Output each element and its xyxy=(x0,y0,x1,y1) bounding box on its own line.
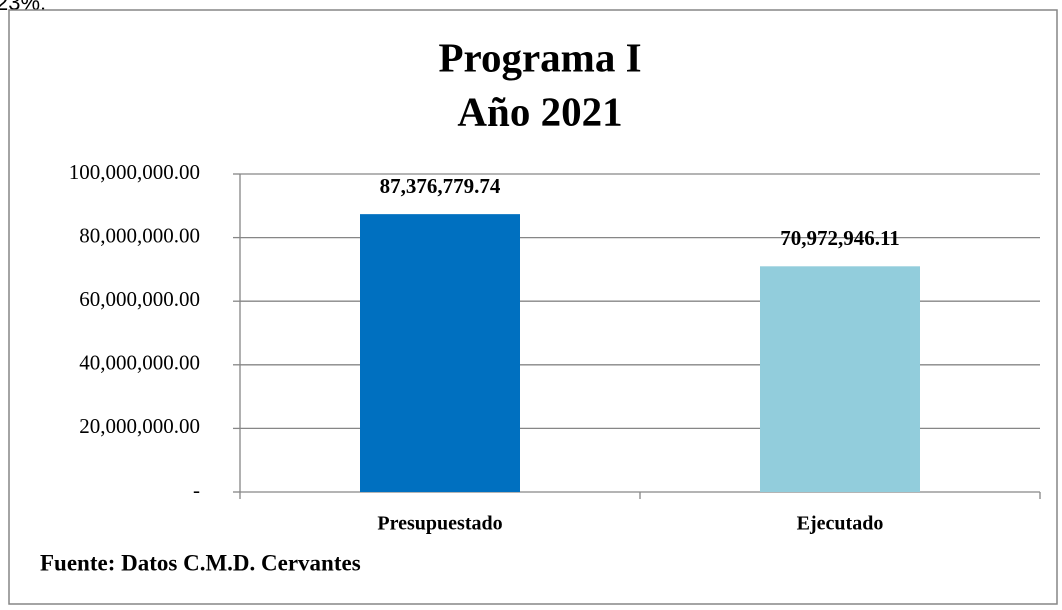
y-tick-label: 20,000,000.00 xyxy=(79,414,200,438)
x-tick-label: Ejecutado xyxy=(797,513,884,535)
y-tick-label: - xyxy=(193,478,200,502)
bar xyxy=(760,266,920,492)
source-note: Fuente: Datos C.M.D. Cervantes xyxy=(40,550,361,575)
chart-title: Programa I xyxy=(438,34,641,80)
y-tick-label: 40,000,000.00 xyxy=(79,351,200,375)
x-tick-label: Presupuestado xyxy=(377,513,502,535)
bar xyxy=(360,214,520,492)
y-tick-label: 100,000,000.00 xyxy=(69,160,200,184)
y-tick-label: 80,000,000.00 xyxy=(79,223,200,247)
chart-title: Año 2021 xyxy=(457,88,622,134)
y-tick-label: 60,000,000.00 xyxy=(79,287,200,311)
data-label: 70,972,946.11 xyxy=(780,226,900,250)
data-label: 87,376,779.74 xyxy=(380,174,501,198)
